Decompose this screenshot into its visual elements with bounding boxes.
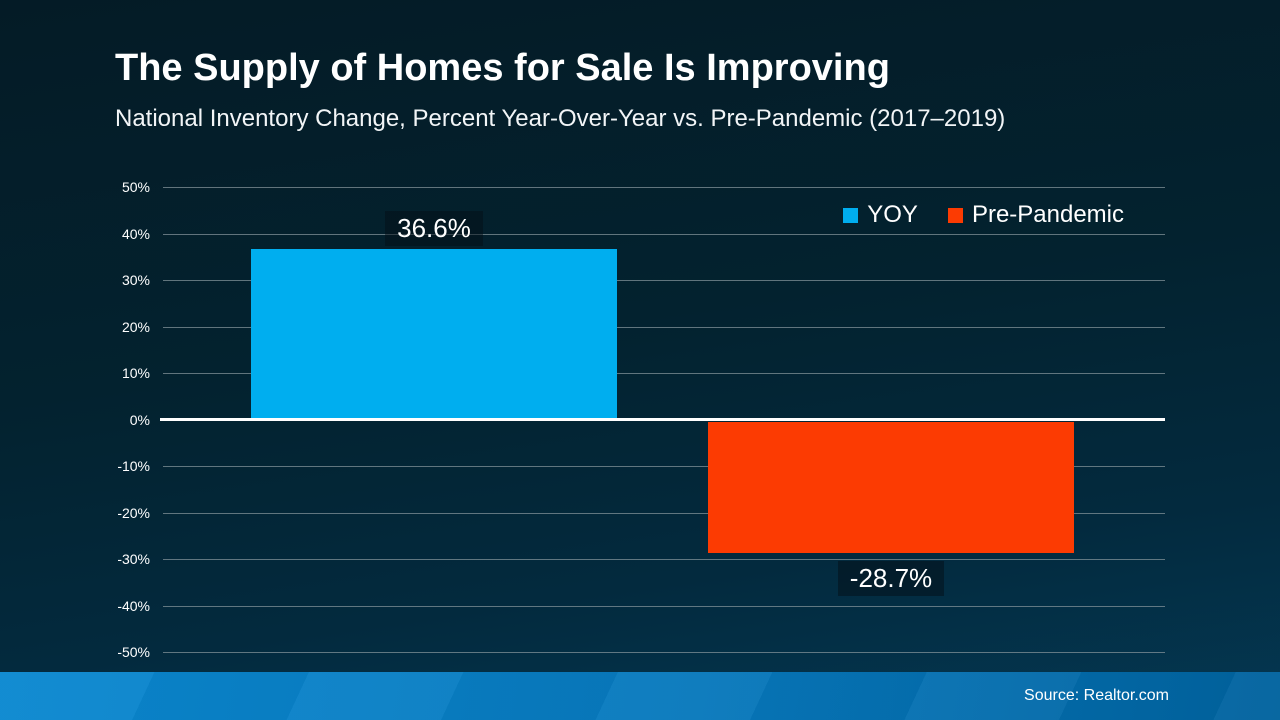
y-axis-tick-label: 30% <box>121 272 150 288</box>
y-axis-tick-label: 0% <box>129 412 150 428</box>
y-axis-tick-label: 20% <box>121 319 150 335</box>
legend-item-pre-pandemic: Pre-Pandemic <box>947 201 1124 229</box>
data-label-yoy: 36.6% <box>251 211 617 246</box>
bar-pre-pandemic <box>708 422 1074 553</box>
legend-label: YOY <box>867 201 918 228</box>
chart-legend: YOY Pre-Pandemic <box>843 201 1124 229</box>
gridline <box>163 559 1165 560</box>
y-axis-tick-label: 10% <box>121 365 150 381</box>
footer-bar: Source: Realtor.com <box>0 672 1280 720</box>
y-axis-tick-label: -10% <box>117 458 150 474</box>
data-label-pre-pandemic: -28.7% <box>708 561 1074 596</box>
gridline <box>163 606 1165 607</box>
legend-swatch-pre-pandemic <box>947 207 963 223</box>
legend-label: Pre-Pandemic <box>971 201 1124 228</box>
gridline <box>163 280 1165 281</box>
legend-swatch-yoy <box>843 207 859 223</box>
legend-item-yoy: YOY <box>843 201 918 229</box>
y-axis-tick-label: 40% <box>121 226 150 242</box>
y-axis-tick-label: 50% <box>121 179 150 195</box>
gridline <box>163 373 1165 374</box>
gridline <box>163 513 1165 514</box>
bar-yoy <box>251 249 617 418</box>
gridline <box>163 234 1165 235</box>
gridline <box>163 652 1165 653</box>
chart-title: The Supply of Homes for Sale Is Improvin… <box>115 47 890 89</box>
y-axis-tick-label: -30% <box>117 551 150 567</box>
gridline <box>163 327 1165 328</box>
gridline <box>163 466 1165 467</box>
chart-subtitle: National Inventory Change, Percent Year-… <box>115 105 1006 132</box>
zero-axis-line <box>160 418 1165 421</box>
y-axis-tick-label: -50% <box>117 644 150 660</box>
source-text: Source: Realtor.com <box>1024 687 1169 704</box>
gridline <box>163 187 1165 188</box>
y-axis-tick-label: -40% <box>117 598 150 614</box>
y-axis-tick-label: -20% <box>117 505 150 521</box>
